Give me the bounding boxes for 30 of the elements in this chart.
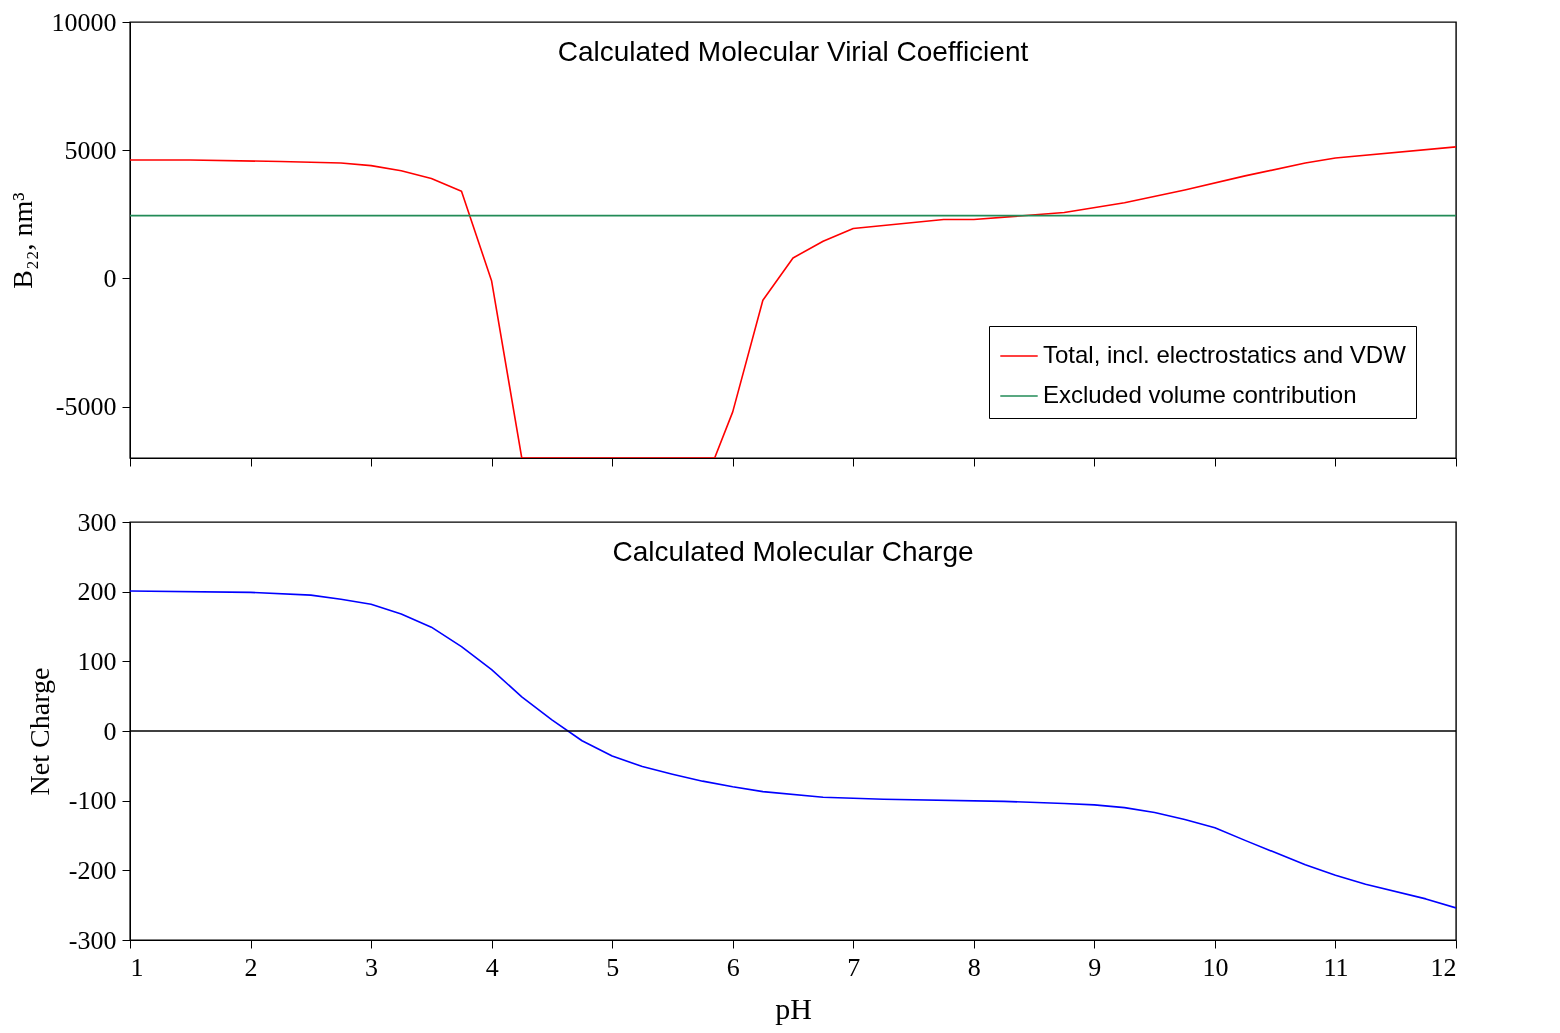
legend-label: Total, incl. electrostatics and VDW (1043, 341, 1407, 368)
y-tick-label: 0 (103, 263, 117, 293)
x-tick-label: 1 (130, 952, 144, 982)
x-axis-title: pH (775, 991, 812, 1025)
x-tick-label: 4 (485, 952, 499, 982)
x-tick-label: 8 (967, 952, 981, 982)
x-tick-label: 6 (726, 952, 740, 982)
y-tick-label: 10000 (51, 7, 117, 37)
legend-label: Excluded volume contribution (1043, 381, 1357, 408)
y-axis-title: Net Charge (23, 667, 55, 796)
y-tick-label: -300 (68, 925, 117, 955)
y-tick-label: 5000 (64, 135, 117, 165)
x-tick-label: 12 (1430, 952, 1457, 982)
y-tick-label: 100 (77, 646, 117, 676)
x-tick-label: 2 (244, 952, 258, 982)
y-tick-label: 0 (103, 716, 117, 746)
x-tick-label: 10 (1202, 952, 1229, 982)
x-tick-label: 5 (606, 952, 620, 982)
x-tick-label: 3 (365, 952, 379, 982)
y-tick-label: 300 (77, 507, 117, 537)
y-tick-label: -100 (68, 786, 117, 816)
x-tick-label: 9 (1088, 952, 1102, 982)
x-tick-label: 11 (1323, 952, 1349, 982)
y-axis-title: B₂₂, nm³ (6, 192, 38, 289)
text: Calculated Molecular Virial Coefficient (557, 36, 1029, 67)
y-tick-label: 200 (77, 577, 117, 607)
x-tick-label: 7 (847, 952, 861, 982)
y-tick-label: -5000 (55, 392, 117, 422)
text: Calculated Molecular Charge (612, 536, 974, 567)
y-tick-label: -200 (68, 855, 117, 885)
